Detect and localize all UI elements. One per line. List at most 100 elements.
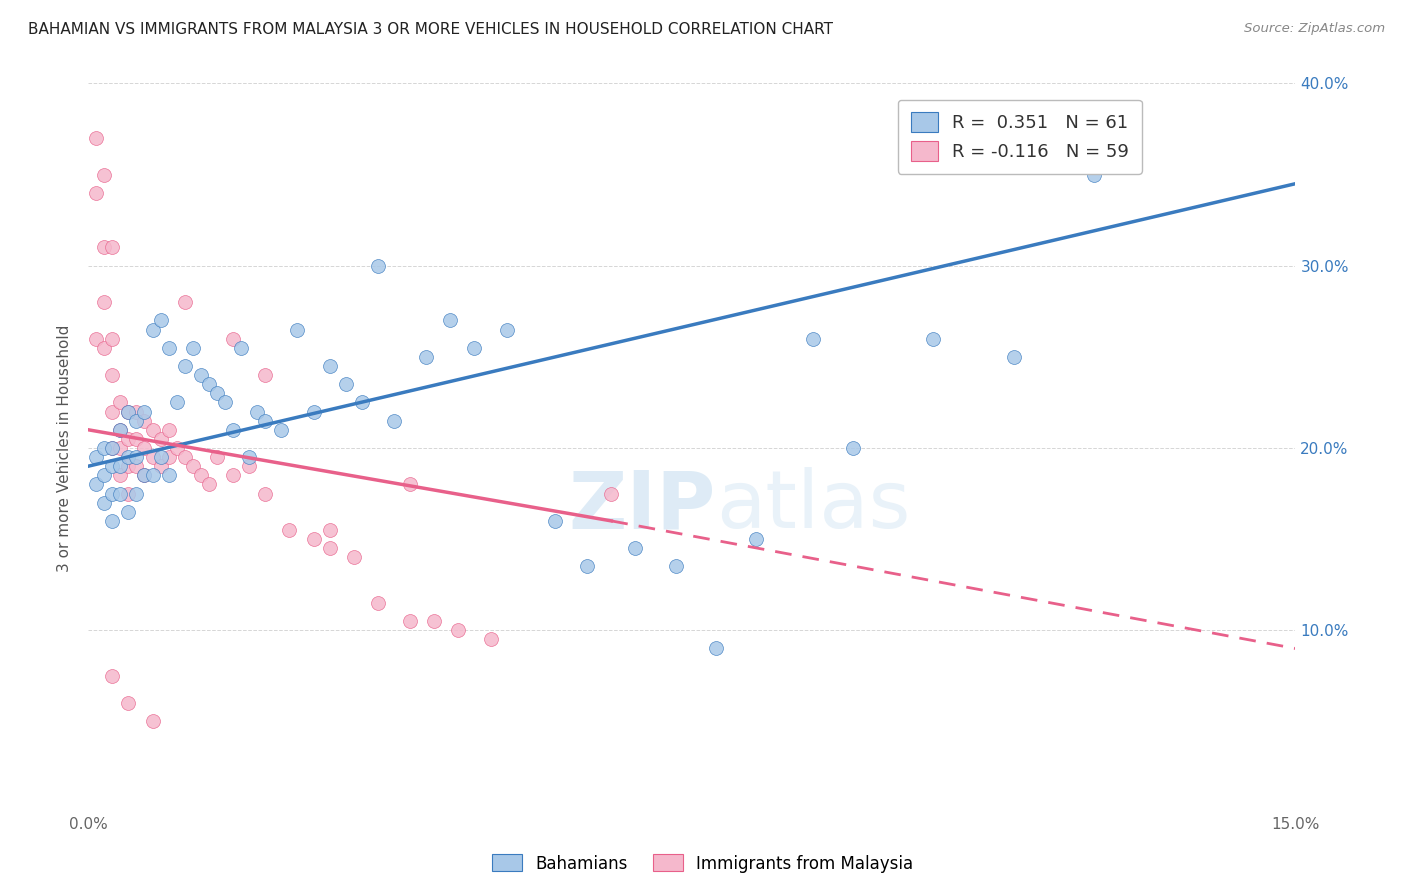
Point	[439, 313, 461, 327]
Point	[125, 432, 148, 446]
Point	[117, 404, 139, 418]
Point	[287, 322, 309, 336]
Point	[110, 468, 132, 483]
Point	[93, 341, 115, 355]
Point	[125, 450, 148, 464]
Point	[110, 486, 132, 500]
Point	[125, 414, 148, 428]
Point	[447, 624, 470, 638]
Point	[117, 486, 139, 500]
Point	[141, 423, 163, 437]
Point	[157, 468, 180, 483]
Point	[93, 441, 115, 455]
Point	[181, 459, 204, 474]
Point	[84, 477, 107, 491]
Point	[134, 468, 156, 483]
Point	[922, 332, 945, 346]
Point	[157, 341, 180, 355]
Point	[367, 259, 389, 273]
Point	[157, 423, 180, 437]
Text: ZIP: ZIP	[568, 467, 716, 545]
Point	[125, 459, 148, 474]
Point	[1083, 168, 1105, 182]
Point	[117, 505, 139, 519]
Point	[117, 450, 139, 464]
Point	[141, 714, 163, 729]
Point	[101, 368, 124, 382]
Point	[229, 341, 252, 355]
Point	[399, 614, 422, 628]
Point	[149, 432, 172, 446]
Point	[149, 450, 172, 464]
Point	[84, 450, 107, 464]
Point	[198, 377, 221, 392]
Point	[101, 459, 124, 474]
Point	[238, 459, 260, 474]
Point	[173, 359, 195, 373]
Point	[190, 368, 212, 382]
Point	[302, 532, 325, 546]
Legend: R =  0.351   N = 61, R = -0.116   N = 59: R = 0.351 N = 61, R = -0.116 N = 59	[898, 100, 1142, 174]
Point	[302, 404, 325, 418]
Y-axis label: 3 or more Vehicles in Household: 3 or more Vehicles in Household	[58, 325, 72, 572]
Point	[110, 423, 132, 437]
Point	[93, 168, 115, 182]
Point	[117, 696, 139, 710]
Point	[842, 441, 865, 455]
Point	[173, 295, 195, 310]
Point	[134, 441, 156, 455]
Point	[544, 514, 567, 528]
Point	[141, 468, 163, 483]
Point	[399, 477, 422, 491]
Point	[166, 441, 188, 455]
Point	[318, 523, 340, 537]
Point	[101, 240, 124, 254]
Point	[125, 486, 148, 500]
Point	[93, 468, 115, 483]
Point	[624, 541, 647, 556]
Point	[254, 368, 277, 382]
Point	[205, 386, 228, 401]
Point	[93, 240, 115, 254]
Point	[335, 377, 357, 392]
Point	[415, 350, 437, 364]
Point	[157, 450, 180, 464]
Point	[350, 395, 373, 409]
Point	[222, 423, 245, 437]
Point	[149, 313, 172, 327]
Point	[141, 322, 163, 336]
Point	[110, 423, 132, 437]
Point	[117, 459, 139, 474]
Point	[101, 441, 124, 455]
Point	[117, 432, 139, 446]
Legend: Bahamians, Immigrants from Malaysia: Bahamians, Immigrants from Malaysia	[485, 847, 921, 880]
Point	[665, 559, 688, 574]
Point	[141, 450, 163, 464]
Point	[93, 295, 115, 310]
Point	[101, 486, 124, 500]
Point	[382, 414, 405, 428]
Point	[84, 186, 107, 200]
Point	[101, 669, 124, 683]
Point	[84, 332, 107, 346]
Point	[134, 404, 156, 418]
Point	[801, 332, 824, 346]
Point	[1002, 350, 1025, 364]
Point	[93, 496, 115, 510]
Point	[745, 532, 768, 546]
Point	[190, 468, 212, 483]
Point	[110, 441, 132, 455]
Point	[181, 341, 204, 355]
Point	[149, 459, 172, 474]
Point	[84, 131, 107, 145]
Text: atlas: atlas	[716, 467, 910, 545]
Point	[278, 523, 301, 537]
Point	[318, 541, 340, 556]
Point	[125, 404, 148, 418]
Point	[238, 450, 260, 464]
Point	[270, 423, 292, 437]
Text: BAHAMIAN VS IMMIGRANTS FROM MALAYSIA 3 OR MORE VEHICLES IN HOUSEHOLD CORRELATION: BAHAMIAN VS IMMIGRANTS FROM MALAYSIA 3 O…	[28, 22, 834, 37]
Point	[117, 404, 139, 418]
Point	[214, 395, 236, 409]
Point	[254, 486, 277, 500]
